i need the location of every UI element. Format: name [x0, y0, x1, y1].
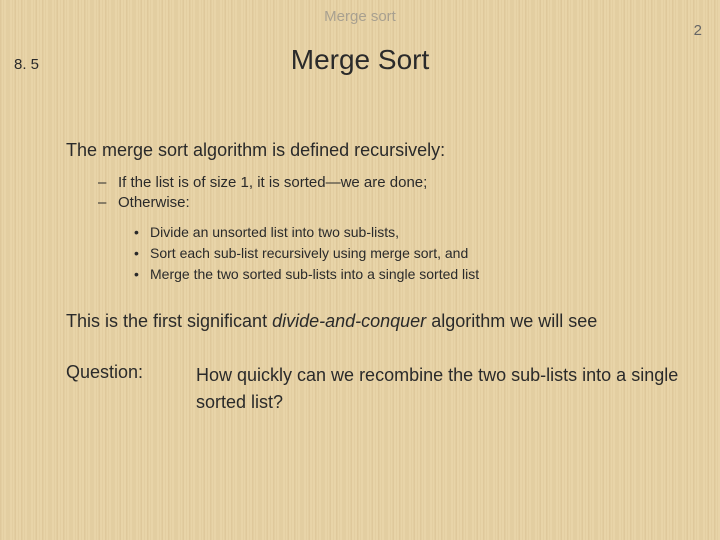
- bullet-item: Sort each sub-list recursively using mer…: [134, 243, 680, 264]
- statement-emphasis: divide-and-conquer: [272, 311, 426, 331]
- statement-post: algorithm we will see: [426, 311, 597, 331]
- question-row: Question: How quickly can we recombine t…: [66, 362, 680, 418]
- intro-text: The merge sort algorithm is defined recu…: [66, 140, 680, 161]
- question-label: Question:: [66, 362, 196, 383]
- dash-item: If the list is of size 1, it is sorted—w…: [98, 173, 680, 193]
- slide-title: Merge Sort: [0, 44, 720, 76]
- bullet-item: Merge the two sorted sub-lists into a si…: [134, 264, 680, 285]
- bullet-item: Divide an unsorted list into two sub-lis…: [134, 222, 680, 243]
- dash-item: Otherwise:: [98, 193, 680, 213]
- slide-content: The merge sort algorithm is defined recu…: [66, 140, 680, 417]
- statement-pre: This is the first significant: [66, 311, 272, 331]
- statement-text: This is the first significant divide-and…: [66, 311, 680, 332]
- bullet-list: Divide an unsorted list into two sub-lis…: [134, 222, 680, 285]
- question-text: How quickly can we recombine the two sub…: [196, 362, 680, 418]
- dash-list: If the list is of size 1, it is sorted—w…: [98, 173, 680, 214]
- header-label: Merge sort: [0, 8, 720, 25]
- page-number: 2: [694, 22, 702, 39]
